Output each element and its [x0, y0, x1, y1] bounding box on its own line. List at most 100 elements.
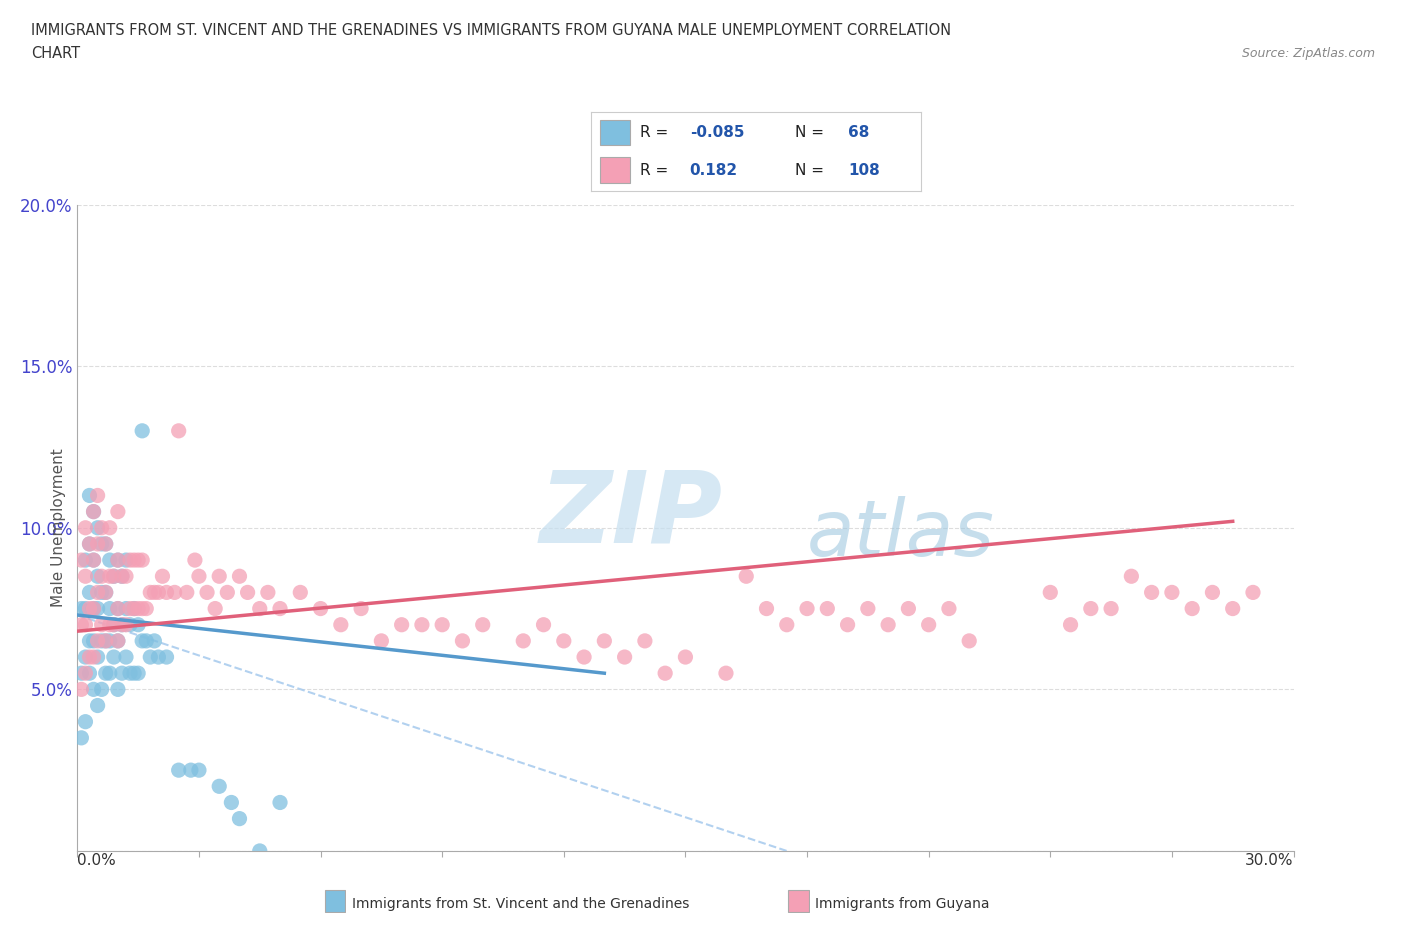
Point: [75, 552, 97, 567]
Point: [86, 698, 108, 713]
Point: [107, 682, 129, 697]
Point: [221, 795, 243, 810]
Point: [195, 585, 218, 600]
Y-axis label: Male Unemployment: Male Unemployment: [51, 448, 66, 607]
Point: [236, 585, 259, 600]
Point: [897, 601, 920, 616]
Text: ZIP: ZIP: [540, 466, 723, 564]
Point: [70, 682, 93, 697]
Text: R =: R =: [640, 125, 673, 140]
Point: [122, 601, 145, 616]
Point: [1059, 618, 1081, 632]
Point: [131, 552, 153, 567]
Point: [350, 601, 373, 616]
Point: [118, 552, 141, 567]
Point: [856, 601, 879, 616]
Point: [103, 569, 125, 584]
Point: [593, 633, 616, 648]
Point: [188, 763, 211, 777]
Point: [79, 537, 101, 551]
Text: -0.085: -0.085: [690, 125, 744, 140]
Point: [127, 618, 149, 632]
Point: [877, 618, 900, 632]
Text: N =: N =: [796, 125, 830, 140]
Point: [167, 423, 190, 438]
Point: [938, 601, 960, 616]
Point: [148, 650, 170, 665]
Point: [127, 552, 149, 567]
Point: [918, 618, 941, 632]
Point: [83, 601, 105, 616]
Text: N =: N =: [796, 163, 830, 178]
Text: atlas: atlas: [807, 497, 995, 572]
Point: [1080, 601, 1102, 616]
Point: [208, 779, 231, 794]
Text: Immigrants from Guyana: Immigrants from Guyana: [815, 897, 990, 911]
Point: [135, 601, 157, 616]
Point: [94, 633, 117, 648]
Point: [152, 569, 174, 584]
Point: [118, 666, 141, 681]
Point: [75, 569, 97, 584]
Point: [86, 488, 108, 503]
Point: [90, 569, 112, 584]
Point: [135, 633, 157, 648]
Point: [796, 601, 818, 616]
Point: [163, 585, 186, 600]
Point: [131, 423, 153, 438]
Point: [155, 650, 177, 665]
Point: [118, 618, 141, 632]
Point: [714, 666, 737, 681]
Point: [86, 537, 108, 551]
Point: [90, 633, 112, 648]
Point: [329, 618, 352, 632]
Point: [79, 633, 101, 648]
Point: [111, 618, 134, 632]
Point: [1039, 585, 1062, 600]
Point: [94, 537, 117, 551]
Point: [103, 569, 125, 584]
Point: [107, 601, 129, 616]
Point: [553, 633, 575, 648]
Point: [127, 601, 149, 616]
Point: [86, 650, 108, 665]
Point: [228, 569, 250, 584]
Point: [1201, 585, 1223, 600]
Point: [1121, 569, 1143, 584]
Point: [75, 601, 97, 616]
Point: [122, 552, 145, 567]
Point: [70, 601, 93, 616]
Text: 68: 68: [848, 125, 870, 140]
Point: [184, 552, 207, 567]
Point: [70, 552, 93, 567]
Point: [115, 569, 138, 584]
Point: [188, 569, 211, 584]
Point: [90, 521, 112, 536]
Point: [90, 585, 112, 600]
Point: [107, 552, 129, 567]
Point: [79, 585, 101, 600]
Point: [249, 601, 271, 616]
Point: [257, 585, 280, 600]
Point: [957, 633, 980, 648]
Point: [83, 504, 105, 519]
Point: [269, 795, 291, 810]
Point: [83, 552, 105, 567]
Point: [115, 618, 138, 632]
Point: [83, 504, 105, 519]
Point: [391, 618, 413, 632]
Point: [90, 618, 112, 632]
Text: 0.182: 0.182: [690, 163, 738, 178]
Point: [75, 618, 97, 632]
Point: [451, 633, 474, 648]
Point: [107, 633, 129, 648]
Point: [75, 666, 97, 681]
Point: [86, 601, 108, 616]
Point: [79, 537, 101, 551]
Point: [370, 633, 392, 648]
Point: [94, 633, 117, 648]
Bar: [600, 157, 630, 182]
Point: [98, 601, 121, 616]
Point: [79, 650, 101, 665]
Point: [776, 618, 799, 632]
